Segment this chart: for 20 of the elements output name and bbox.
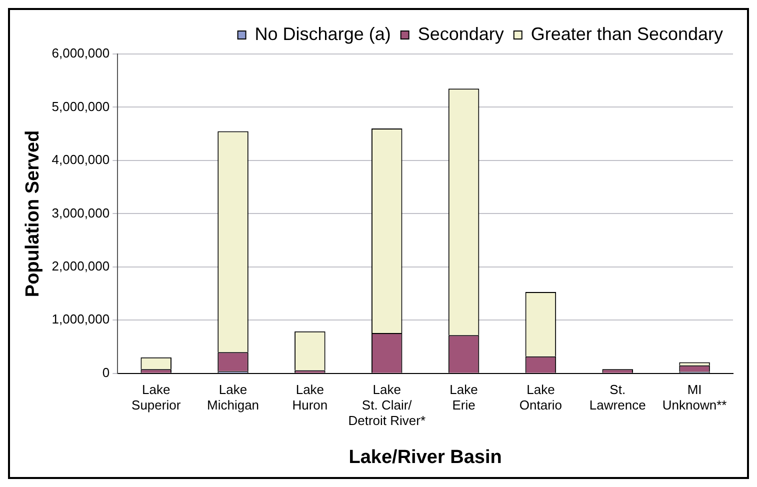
x-tick-label: Lake Michigan <box>207 382 260 412</box>
y-tick-label: 1,000,000 <box>52 312 110 327</box>
y-axis-title: Population Served <box>22 130 44 298</box>
x-tick-label: Lake Superior <box>132 382 182 412</box>
legend-label: Secondary <box>418 24 504 44</box>
y-tick-label: 5,000,000 <box>52 98 110 114</box>
x-tick-label: Lake Huron <box>292 382 328 412</box>
y-tick-label: 2,000,000 <box>52 258 110 274</box>
legend-label: Greater than Secondary <box>530 24 724 44</box>
x-axis-title: Lake/River Basin <box>348 446 502 468</box>
x-tick-label: St. Lawrence <box>589 382 646 412</box>
legend-label: No Discharge (a) <box>254 24 391 44</box>
x-tick-label: Lake Erie <box>450 382 478 412</box>
x-tick-label: Lake St. Clair/ Detroit River* <box>348 382 426 428</box>
y-tick-label: 6,000,000 <box>52 46 110 61</box>
y-tick-label: 0 <box>102 364 110 380</box>
y-tick-label: 4,000,000 <box>52 152 110 168</box>
x-tick-label: Lake Ontario <box>519 382 562 412</box>
x-tick-label: MI Unknown** <box>662 382 727 412</box>
y-tick-label: 3,000,000 <box>52 205 110 220</box>
